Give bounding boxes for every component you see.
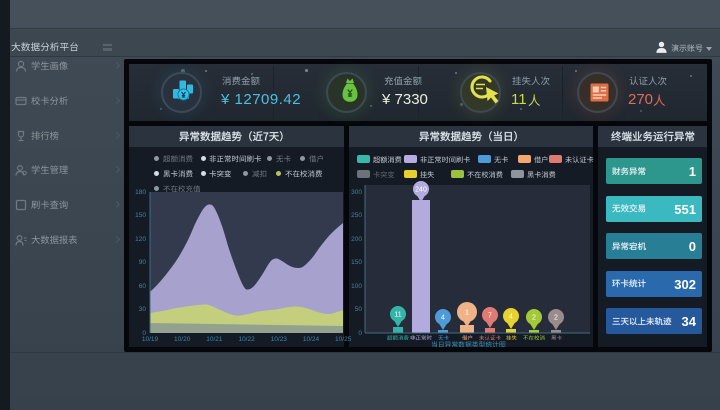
- svg-text:4: 4: [441, 315, 445, 322]
- svg-text:11: 11: [394, 312, 401, 319]
- svg-text:7: 7: [488, 313, 492, 320]
- svg-text:2: 2: [532, 315, 536, 322]
- svg-text:240: 240: [415, 187, 427, 194]
- svg-text:4: 4: [509, 314, 513, 321]
- svg-text:1: 1: [465, 310, 469, 317]
- svg-text:2: 2: [554, 315, 558, 322]
